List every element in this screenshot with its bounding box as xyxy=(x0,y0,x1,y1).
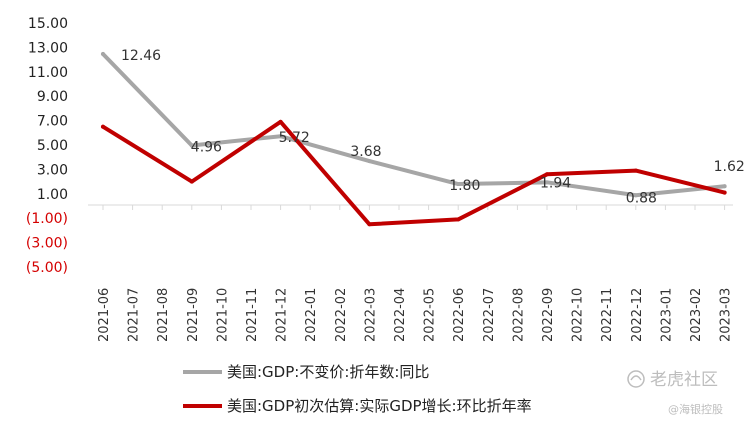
data-point xyxy=(367,159,372,164)
y-tick-label: (3.00) xyxy=(26,236,68,252)
series-layer xyxy=(101,51,727,227)
data-point xyxy=(722,184,727,189)
legend-label-gdp-yoy: 美国:GDP:不变价:折年数:同比 xyxy=(227,363,429,381)
y-axis: 15.00 13.00 11.00 9.00 7.00 5.00 3.00 1.00 (1.00… xyxy=(26,16,68,276)
watermark-brand: 老虎社区 xyxy=(650,370,718,390)
y-tick-label: 7.00 xyxy=(37,114,68,130)
y-tick-label: 13.00 xyxy=(28,40,68,56)
legend: 美国:GDP:不变价:折年数:同比 美国:GDP初次估算:实际GDP增长:环比折… xyxy=(183,363,532,415)
y-tick-label: 11.00 xyxy=(28,65,68,81)
x-tick-label: 2022-01 xyxy=(304,288,319,342)
x-tick-label: 2021-06 xyxy=(97,288,112,342)
tiger-logo-mark xyxy=(630,375,642,381)
data-point xyxy=(456,182,461,187)
y-tick-label: (1.00) xyxy=(26,211,68,227)
series-line-1 xyxy=(101,119,727,227)
series-line-0 xyxy=(101,51,727,198)
data-labels: 12.46 4.96 5.72 3.68 1.80 1.94 0.88 1.62 xyxy=(121,48,745,206)
watermark: 老虎社区 @海银控股 xyxy=(627,370,723,416)
data-point xyxy=(633,193,638,198)
data-point xyxy=(189,143,194,148)
x-axis: 2021-06 2021-07 2021-08 2021-09 2021-10 2021-… xyxy=(97,205,734,342)
y-tick-label: (5.00) xyxy=(26,260,68,276)
data-label: 5.72 xyxy=(279,130,310,146)
y-tick-label: 5.00 xyxy=(37,138,68,154)
data-label: 1.62 xyxy=(714,159,745,175)
x-tick-label: 2023-02 xyxy=(689,288,704,342)
x-tick-label: 2021-10 xyxy=(215,288,230,342)
data-label: 1.80 xyxy=(449,178,480,194)
data-point xyxy=(101,124,105,129)
data-label: 1.94 xyxy=(540,175,571,191)
x-tick-label: 2022-12 xyxy=(630,288,645,342)
x-tick-label: 2022-09 xyxy=(541,288,556,342)
x-tick-label: 2021-08 xyxy=(156,288,171,342)
x-tick-label: 2023-01 xyxy=(659,288,674,342)
y-tick-label: 1.00 xyxy=(37,187,68,203)
x-tick-label: 2022-07 xyxy=(482,288,497,342)
data-point xyxy=(545,172,549,177)
legend-label-gdp-qoq: 美国:GDP初次估算:实际GDP增长:环比折年率 xyxy=(227,397,532,415)
data-point xyxy=(722,190,727,195)
x-tick-label: 2022-11 xyxy=(600,288,615,342)
y-tick-label: 15.00 xyxy=(28,16,68,32)
x-tick-label: 2022-04 xyxy=(393,288,408,342)
x-tick-label: 2021-07 xyxy=(127,288,142,342)
x-tick-label: 2023-03 xyxy=(719,288,734,342)
data-point xyxy=(456,217,461,222)
data-label: 12.46 xyxy=(121,48,161,64)
x-tick-label: 2022-06 xyxy=(452,288,467,342)
y-tick-label: 3.00 xyxy=(37,162,68,178)
x-tick-label: 2022-03 xyxy=(363,288,378,342)
data-point xyxy=(189,179,194,184)
x-tick-label: 2021-09 xyxy=(186,288,201,342)
data-point xyxy=(278,134,283,139)
data-point xyxy=(633,168,638,173)
x-tick-label: 2022-05 xyxy=(423,288,438,342)
x-tick-label: 2022-08 xyxy=(511,288,526,342)
data-point xyxy=(101,51,105,56)
x-tick-label: 2022-02 xyxy=(334,288,349,342)
tiger-logo-icon xyxy=(627,370,645,388)
y-tick-label: 9.00 xyxy=(37,89,68,105)
watermark-handle: @海银控股 xyxy=(668,402,723,416)
data-label: 4.96 xyxy=(191,139,222,155)
x-tick-label: 2021-11 xyxy=(245,288,260,342)
x-tick-label: 2022-10 xyxy=(571,288,586,342)
data-point xyxy=(278,119,283,124)
data-point xyxy=(367,222,372,227)
data-label: 0.88 xyxy=(626,190,657,206)
data-point xyxy=(545,180,549,185)
x-tick-label: 2021-12 xyxy=(275,288,290,342)
data-label: 3.68 xyxy=(350,144,381,160)
